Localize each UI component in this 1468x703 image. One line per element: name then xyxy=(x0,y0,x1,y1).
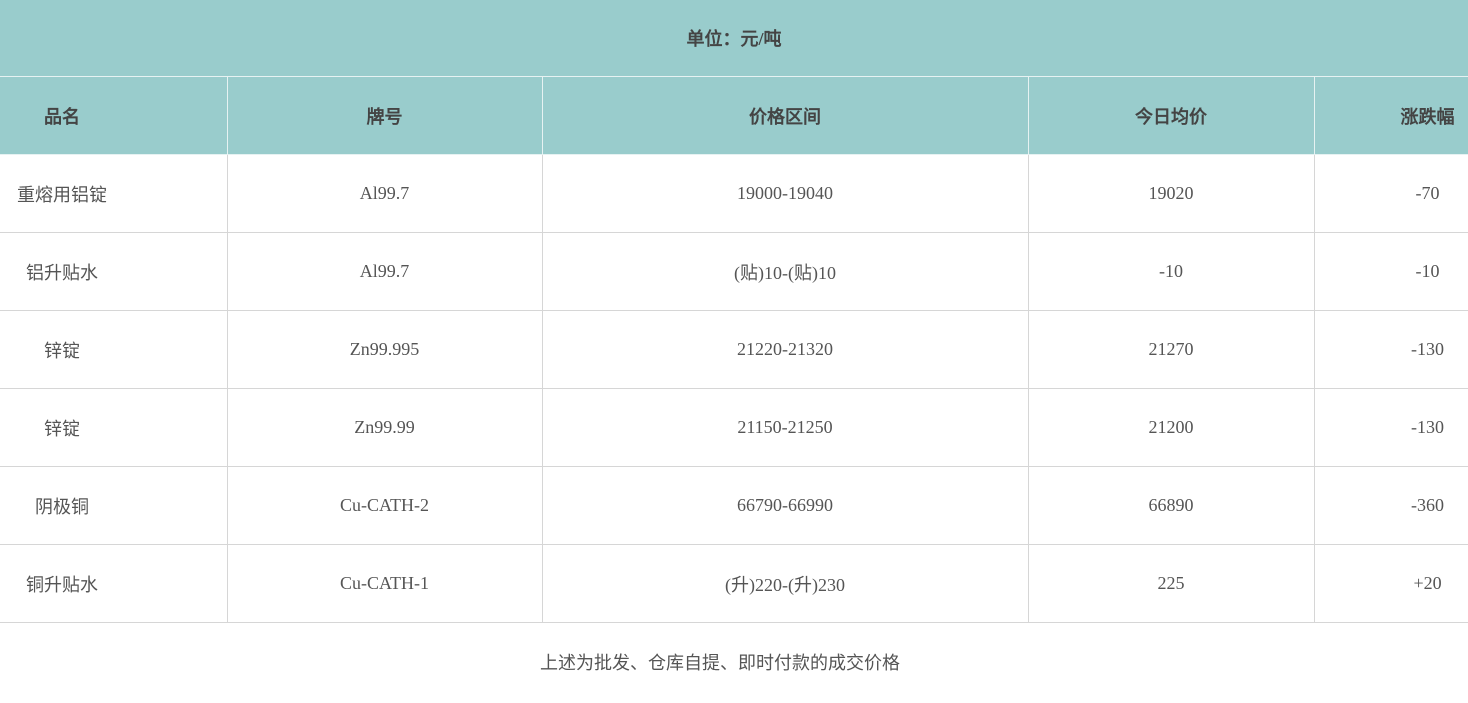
cell-grade: Al99.7 xyxy=(226,232,543,311)
header-row: 品名 牌号 价格区间 今日均价 涨跌幅 xyxy=(0,76,1468,155)
cell-product-name: 铜升贴水 xyxy=(0,544,228,623)
cell-grade: Cu-CATH-1 xyxy=(226,544,543,623)
cell-change: -130 xyxy=(1313,388,1468,467)
cell-price-range: (贴)10-(贴)10 xyxy=(541,232,1029,311)
cell-change: +20 xyxy=(1313,544,1468,623)
cell-change: -130 xyxy=(1313,310,1468,389)
cell-grade: Al99.7 xyxy=(226,154,543,233)
cell-product-name: 阴极铜 xyxy=(0,466,228,545)
col-header-change: 涨跌幅 xyxy=(1313,76,1468,155)
cell-price-range: 21150-21250 xyxy=(541,388,1029,467)
col-header-avg-price: 今日均价 xyxy=(1027,76,1315,155)
cell-change: -70 xyxy=(1313,154,1468,233)
cell-product-name: 锌锭 xyxy=(0,310,228,389)
table-row: 锌锭 Zn99.995 21220-21320 21270 -130 xyxy=(0,310,1468,389)
cell-avg-price: 66890 xyxy=(1027,466,1315,545)
table-row: 铝升贴水 Al99.7 (贴)10-(贴)10 -10 -10 xyxy=(0,232,1468,311)
table-row: 锌锭 Zn99.99 21150-21250 21200 -130 xyxy=(0,388,1468,467)
cell-change: -360 xyxy=(1313,466,1468,545)
cell-product-name: 铝升贴水 xyxy=(0,232,228,311)
footnote: 上述为批发、仓库自提、即时付款的成交价格 xyxy=(540,653,900,673)
cell-avg-price: 21270 xyxy=(1027,310,1315,389)
cell-grade: Zn99.99 xyxy=(226,388,543,467)
cell-change: -10 xyxy=(1313,232,1468,311)
cell-grade: Zn99.995 xyxy=(226,310,543,389)
cell-price-range: 66790-66990 xyxy=(541,466,1029,545)
cell-price-range: (升)220-(升)230 xyxy=(541,544,1029,623)
cell-price-range: 21220-21320 xyxy=(541,310,1029,389)
table-row: 铜升贴水 Cu-CATH-1 (升)220-(升)230 225 +20 xyxy=(0,544,1468,623)
cell-avg-price: 21200 xyxy=(1027,388,1315,467)
cell-grade: Cu-CATH-2 xyxy=(226,466,543,545)
col-header-name: 品名 xyxy=(0,76,228,155)
cell-avg-price: 225 xyxy=(1027,544,1315,623)
cell-price-range: 19000-19040 xyxy=(541,154,1029,233)
price-table-container: 单位：元/吨 品名 牌号 价格区间 今日均价 涨跌幅 重熔用铝锭 Al99.7 19… xyxy=(0,0,1468,623)
table-row: 阴极铜 Cu-CATH-2 66790-66990 66890 -360 xyxy=(0,466,1468,545)
cell-avg-price: 19020 xyxy=(1027,154,1315,233)
cell-product-name: 重熔用铝锭 xyxy=(0,154,228,233)
col-header-grade: 牌号 xyxy=(226,76,543,155)
cell-product-name: 锌锭 xyxy=(0,388,228,467)
unit-label: 单位：元/吨 xyxy=(0,0,1468,77)
table-row: 重熔用铝锭 Al99.7 19000-19040 19020 -70 xyxy=(0,154,1468,233)
price-table: 单位：元/吨 品名 牌号 价格区间 今日均价 涨跌幅 重熔用铝锭 Al99.7 19… xyxy=(0,0,1468,623)
cell-avg-price: -10 xyxy=(1027,232,1315,311)
unit-row: 单位：元/吨 xyxy=(0,0,1468,77)
col-header-price-range: 价格区间 xyxy=(541,76,1029,155)
